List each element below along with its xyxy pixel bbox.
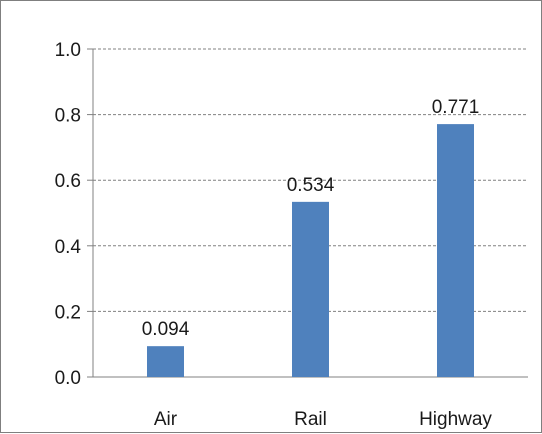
- bars: [147, 124, 474, 377]
- bar-rail: [292, 201, 329, 377]
- category-labels: Air Rail Highway: [154, 409, 493, 430]
- y-tick-label: 0.8: [55, 106, 81, 127]
- y-tick-label: 0.0: [55, 368, 81, 389]
- data-labels: 0.094 0.534 0.771: [142, 97, 480, 340]
- category-label-highway: Highway: [419, 409, 492, 430]
- y-tick-label: 0.6: [55, 171, 81, 192]
- y-tick-label: 0.4: [55, 237, 82, 258]
- bar-highway: [437, 124, 474, 377]
- y-axis-ticks: 0.0 0.2 0.4 0.6 0.8 1.0: [55, 40, 93, 389]
- y-tick-label: 1.0: [55, 40, 81, 61]
- data-label-air: 0.094: [142, 319, 190, 340]
- bar-air: [147, 346, 184, 377]
- y-tick-label: 0.2: [55, 302, 81, 323]
- data-label-highway: 0.771: [432, 97, 480, 118]
- category-label-air: Air: [154, 409, 178, 430]
- category-label-rail: Rail: [294, 409, 327, 430]
- data-label-rail: 0.534: [287, 175, 335, 196]
